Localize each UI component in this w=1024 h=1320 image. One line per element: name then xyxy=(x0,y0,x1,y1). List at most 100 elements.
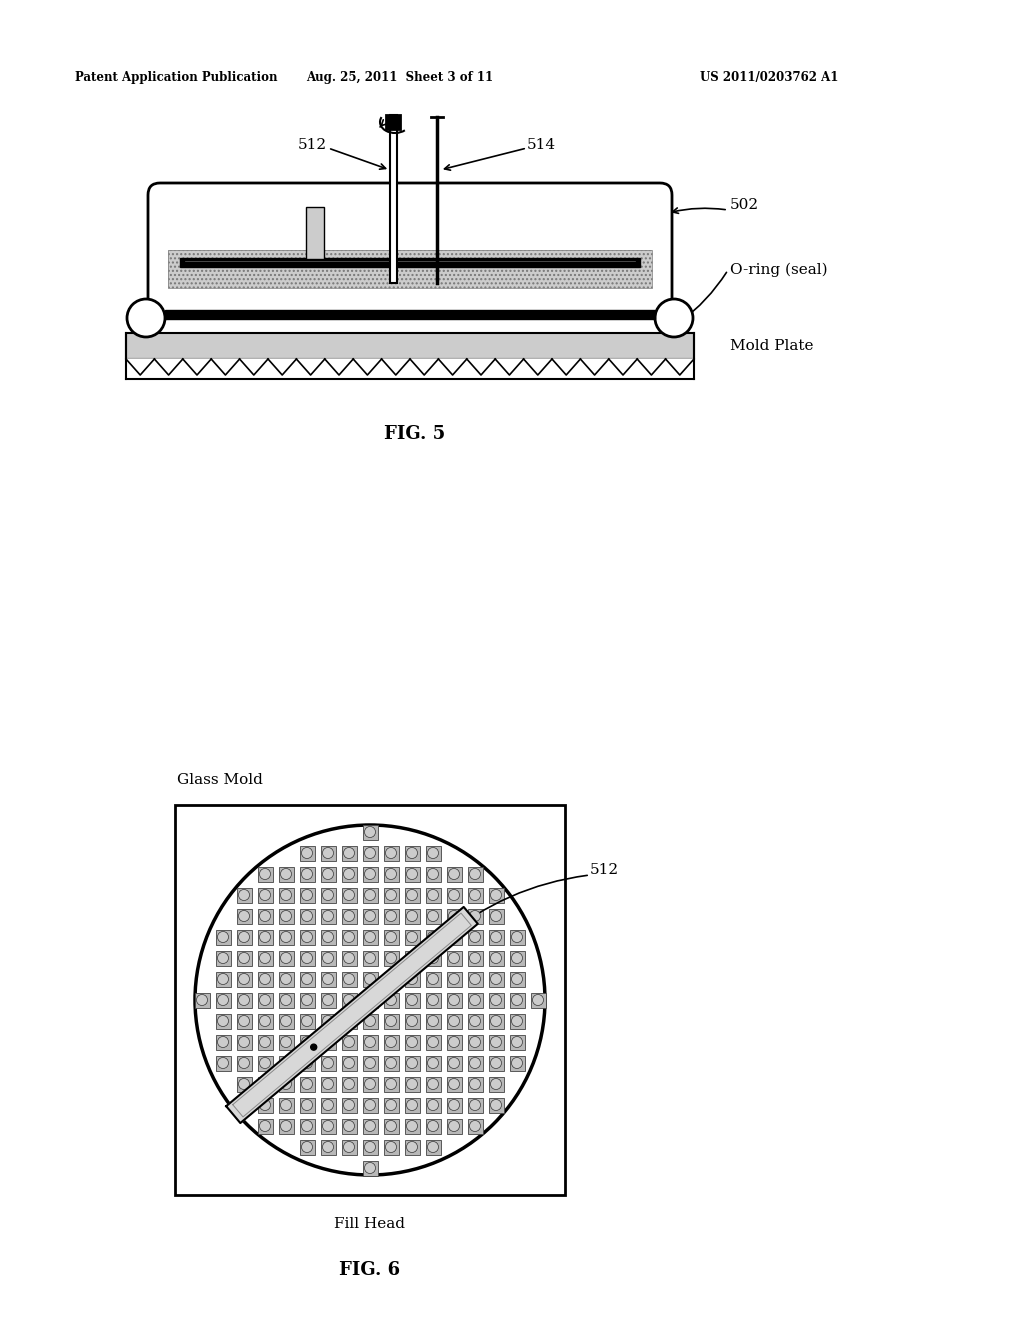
Bar xyxy=(321,929,336,945)
Text: 514: 514 xyxy=(527,139,556,152)
Circle shape xyxy=(301,1057,312,1068)
Bar xyxy=(341,1097,356,1113)
Circle shape xyxy=(449,911,460,921)
Bar xyxy=(299,972,314,986)
Bar xyxy=(446,1014,462,1028)
Circle shape xyxy=(385,1142,396,1152)
Bar xyxy=(362,1014,378,1028)
Bar xyxy=(257,972,272,986)
Circle shape xyxy=(365,890,376,900)
Bar xyxy=(257,1035,272,1049)
Circle shape xyxy=(239,1078,250,1089)
Bar xyxy=(446,929,462,945)
Circle shape xyxy=(512,994,522,1006)
Circle shape xyxy=(365,974,376,985)
Bar xyxy=(299,1118,314,1134)
Circle shape xyxy=(427,932,438,942)
Circle shape xyxy=(490,1100,502,1110)
Circle shape xyxy=(365,869,376,879)
Bar xyxy=(299,1097,314,1113)
Bar xyxy=(362,825,378,840)
Circle shape xyxy=(449,1121,460,1131)
Bar xyxy=(279,1077,294,1092)
Circle shape xyxy=(281,994,292,1006)
Bar xyxy=(404,993,420,1007)
Circle shape xyxy=(427,1057,438,1068)
Circle shape xyxy=(301,847,312,858)
Bar xyxy=(468,866,482,882)
Bar xyxy=(426,908,440,924)
Bar xyxy=(237,1056,252,1071)
Bar xyxy=(257,908,272,924)
Circle shape xyxy=(385,974,396,985)
Bar xyxy=(384,1139,398,1155)
Polygon shape xyxy=(183,359,211,375)
Bar xyxy=(426,950,440,965)
Circle shape xyxy=(469,1057,480,1068)
Bar xyxy=(468,1077,482,1092)
Bar xyxy=(299,908,314,924)
Circle shape xyxy=(427,1121,438,1131)
Text: Fill Head: Fill Head xyxy=(335,1217,406,1232)
Bar xyxy=(257,950,272,965)
Bar xyxy=(237,908,252,924)
Bar xyxy=(321,1118,336,1134)
Text: Mold Plate: Mold Plate xyxy=(730,339,813,352)
Bar xyxy=(321,1056,336,1071)
Circle shape xyxy=(259,1015,270,1027)
Bar xyxy=(488,929,504,945)
Circle shape xyxy=(385,1015,396,1027)
Circle shape xyxy=(281,1078,292,1089)
Circle shape xyxy=(407,932,418,942)
Circle shape xyxy=(365,1100,376,1110)
Bar xyxy=(468,908,482,924)
Bar xyxy=(488,993,504,1007)
Bar xyxy=(215,929,230,945)
Bar xyxy=(404,1139,420,1155)
Bar xyxy=(279,1097,294,1113)
Bar xyxy=(468,993,482,1007)
Circle shape xyxy=(385,932,396,942)
Bar xyxy=(446,1118,462,1134)
Text: O-ring (seal): O-ring (seal) xyxy=(730,263,827,277)
Bar xyxy=(321,1097,336,1113)
Bar xyxy=(488,908,504,924)
Bar xyxy=(237,929,252,945)
Circle shape xyxy=(407,994,418,1006)
Bar xyxy=(510,1056,524,1071)
Circle shape xyxy=(469,890,480,900)
Bar xyxy=(468,1014,482,1028)
Circle shape xyxy=(427,1078,438,1089)
Circle shape xyxy=(449,932,460,942)
Bar xyxy=(237,1077,252,1092)
Bar xyxy=(510,993,524,1007)
Bar xyxy=(299,1014,314,1028)
Bar xyxy=(299,846,314,861)
Circle shape xyxy=(301,1121,312,1131)
Polygon shape xyxy=(296,359,325,375)
Bar xyxy=(215,1014,230,1028)
Bar xyxy=(426,887,440,903)
Circle shape xyxy=(365,1057,376,1068)
Circle shape xyxy=(512,974,522,985)
Circle shape xyxy=(301,1015,312,1027)
Bar xyxy=(468,929,482,945)
Circle shape xyxy=(469,911,480,921)
Circle shape xyxy=(217,953,228,964)
Bar xyxy=(446,1035,462,1049)
Polygon shape xyxy=(523,359,552,375)
Circle shape xyxy=(343,890,354,900)
Polygon shape xyxy=(211,359,240,375)
Bar xyxy=(279,908,294,924)
Bar xyxy=(362,1077,378,1092)
Circle shape xyxy=(195,825,545,1175)
Bar xyxy=(299,993,314,1007)
Circle shape xyxy=(259,1100,270,1110)
Circle shape xyxy=(469,1036,480,1048)
Bar xyxy=(341,1118,356,1134)
Circle shape xyxy=(343,1100,354,1110)
Bar xyxy=(215,950,230,965)
Bar xyxy=(468,972,482,986)
Bar xyxy=(321,1014,336,1028)
Bar xyxy=(446,1077,462,1092)
